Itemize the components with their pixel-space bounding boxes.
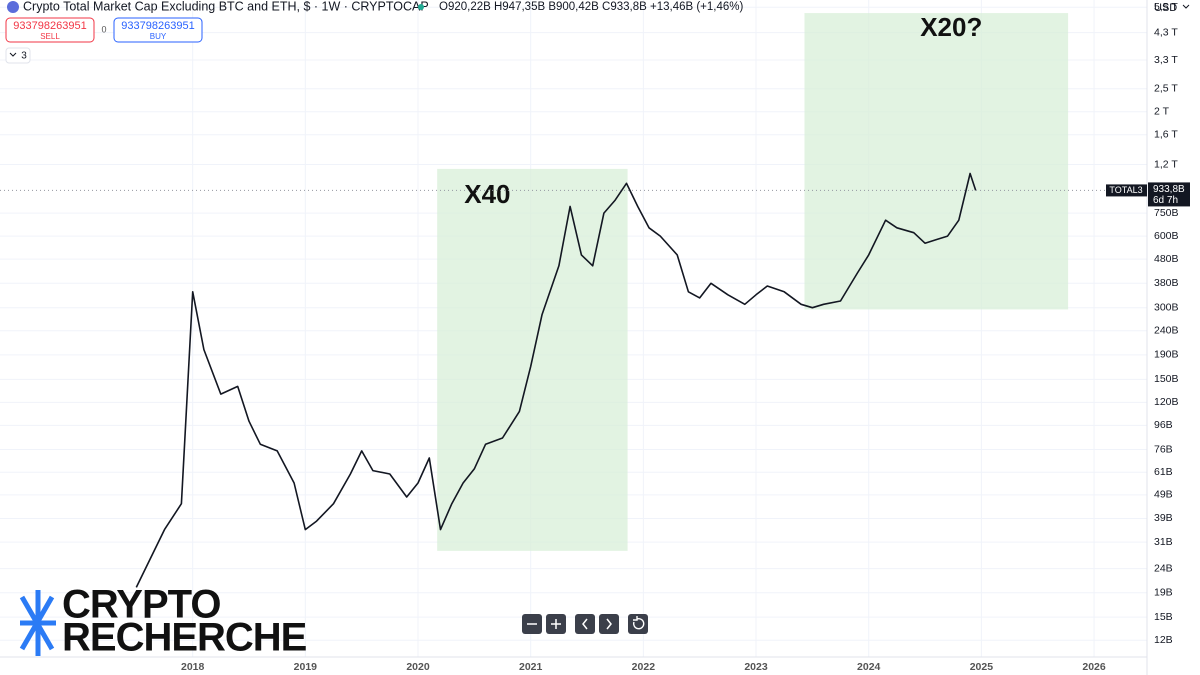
buy-button[interactable] bbox=[113, 17, 203, 43]
y-tick-label: 61B bbox=[1154, 466, 1173, 478]
y-tick-label: 600B bbox=[1154, 230, 1179, 242]
y-tick-label: 380B bbox=[1154, 277, 1179, 289]
sell-label[interactable]: SELL bbox=[40, 32, 60, 41]
sell-button[interactable] bbox=[5, 17, 95, 43]
y-tick-label: 39B bbox=[1154, 512, 1173, 524]
y-tick-label: 750B bbox=[1154, 207, 1179, 219]
scroll-right-button[interactable] bbox=[599, 614, 619, 634]
scroll-left-button[interactable] bbox=[575, 614, 595, 634]
y-tick-label: 76B bbox=[1154, 443, 1173, 455]
y-tick-label: 1,6 T bbox=[1154, 129, 1178, 141]
y-tick-label: 15B bbox=[1154, 611, 1173, 623]
annotation: X40 bbox=[464, 179, 510, 209]
chart-title[interactable]: Crypto Total Market Cap Excluding BTC an… bbox=[23, 0, 429, 13]
plus-icon bbox=[551, 619, 561, 629]
right-icon bbox=[606, 618, 612, 630]
x-tick-label: 2019 bbox=[294, 661, 318, 673]
symbol-tag bbox=[1106, 184, 1147, 197]
price-tag bbox=[1148, 182, 1190, 207]
x-tick-label: 2026 bbox=[1082, 661, 1106, 673]
status-dot bbox=[418, 4, 424, 10]
symbol-label: TOTAL3 bbox=[1109, 185, 1142, 195]
brand-text: RECHERCHE bbox=[62, 616, 307, 660]
brand-text: CRYPTO bbox=[62, 583, 220, 627]
y-tick-label: 2 T bbox=[1154, 106, 1170, 118]
y-tick-label: 96B bbox=[1154, 419, 1173, 431]
x-tick-label: 2023 bbox=[744, 661, 768, 673]
y-tick-label: 12B bbox=[1154, 634, 1173, 646]
plot: X40 X20? bbox=[0, 12, 1147, 588]
ohlc: O920,22B H947,35B B900,42B C933,8B +13,4… bbox=[439, 1, 743, 13]
x-tick-label: 2018 bbox=[181, 661, 205, 673]
chevron-icon bbox=[1182, 4, 1190, 9]
y-tick-label: 1,2 T bbox=[1154, 158, 1178, 170]
annotation: X20? bbox=[920, 12, 982, 42]
zoom-controls bbox=[522, 614, 648, 634]
price-line bbox=[135, 172, 977, 588]
logo-mark bbox=[19, 590, 56, 656]
y-tick-label: 2,5 T bbox=[1154, 82, 1178, 94]
symbol-icon bbox=[7, 1, 19, 13]
reset-icon bbox=[633, 616, 645, 630]
y-tick-label: 190B bbox=[1154, 349, 1179, 361]
sell-price[interactable]: 933798263951 bbox=[13, 20, 86, 32]
countdown: 6d 7h bbox=[1153, 195, 1178, 206]
buy-label[interactable]: BUY bbox=[150, 32, 167, 41]
left-icon bbox=[582, 618, 588, 630]
y-tick-label: 480B bbox=[1154, 253, 1179, 265]
y-tick-label: 5,5 T bbox=[1154, 1, 1178, 13]
y-tick-label: 150B bbox=[1154, 373, 1179, 385]
x-tick-label: 2022 bbox=[632, 661, 656, 673]
chevron-icon bbox=[9, 52, 17, 57]
y-tick-label: 300B bbox=[1154, 301, 1179, 313]
buy-price[interactable]: 933798263951 bbox=[121, 20, 194, 32]
currency[interactable]: USD bbox=[1154, 2, 1177, 14]
x-tick-label: 2024 bbox=[857, 661, 881, 673]
y-tick-label: 240B bbox=[1154, 325, 1179, 337]
y-tick-label: 49B bbox=[1154, 489, 1173, 501]
range-box bbox=[804, 13, 1069, 310]
y-tick-label: 31B bbox=[1154, 536, 1173, 548]
x-tick-label: 2021 bbox=[519, 661, 543, 673]
indicator-toggle[interactable] bbox=[5, 47, 31, 64]
y-tick-label: 19B bbox=[1154, 587, 1173, 599]
y-tick-label: 120B bbox=[1154, 396, 1179, 408]
x-tick-label: 2020 bbox=[406, 661, 430, 673]
y-tick-label: 3,3 T bbox=[1154, 54, 1178, 66]
spread: 0 bbox=[101, 24, 106, 34]
brand-logo: CRYPTO RECHERCHE bbox=[19, 583, 308, 660]
reset-button[interactable] bbox=[628, 614, 648, 634]
indicator-count[interactable]: 3 bbox=[21, 51, 27, 62]
y-tick-label: 24B bbox=[1154, 562, 1173, 574]
last-price-label: 933,8B bbox=[1153, 184, 1185, 195]
x-tick-label: 2025 bbox=[970, 661, 994, 673]
y-tick-label: 4,3 T bbox=[1154, 26, 1178, 38]
